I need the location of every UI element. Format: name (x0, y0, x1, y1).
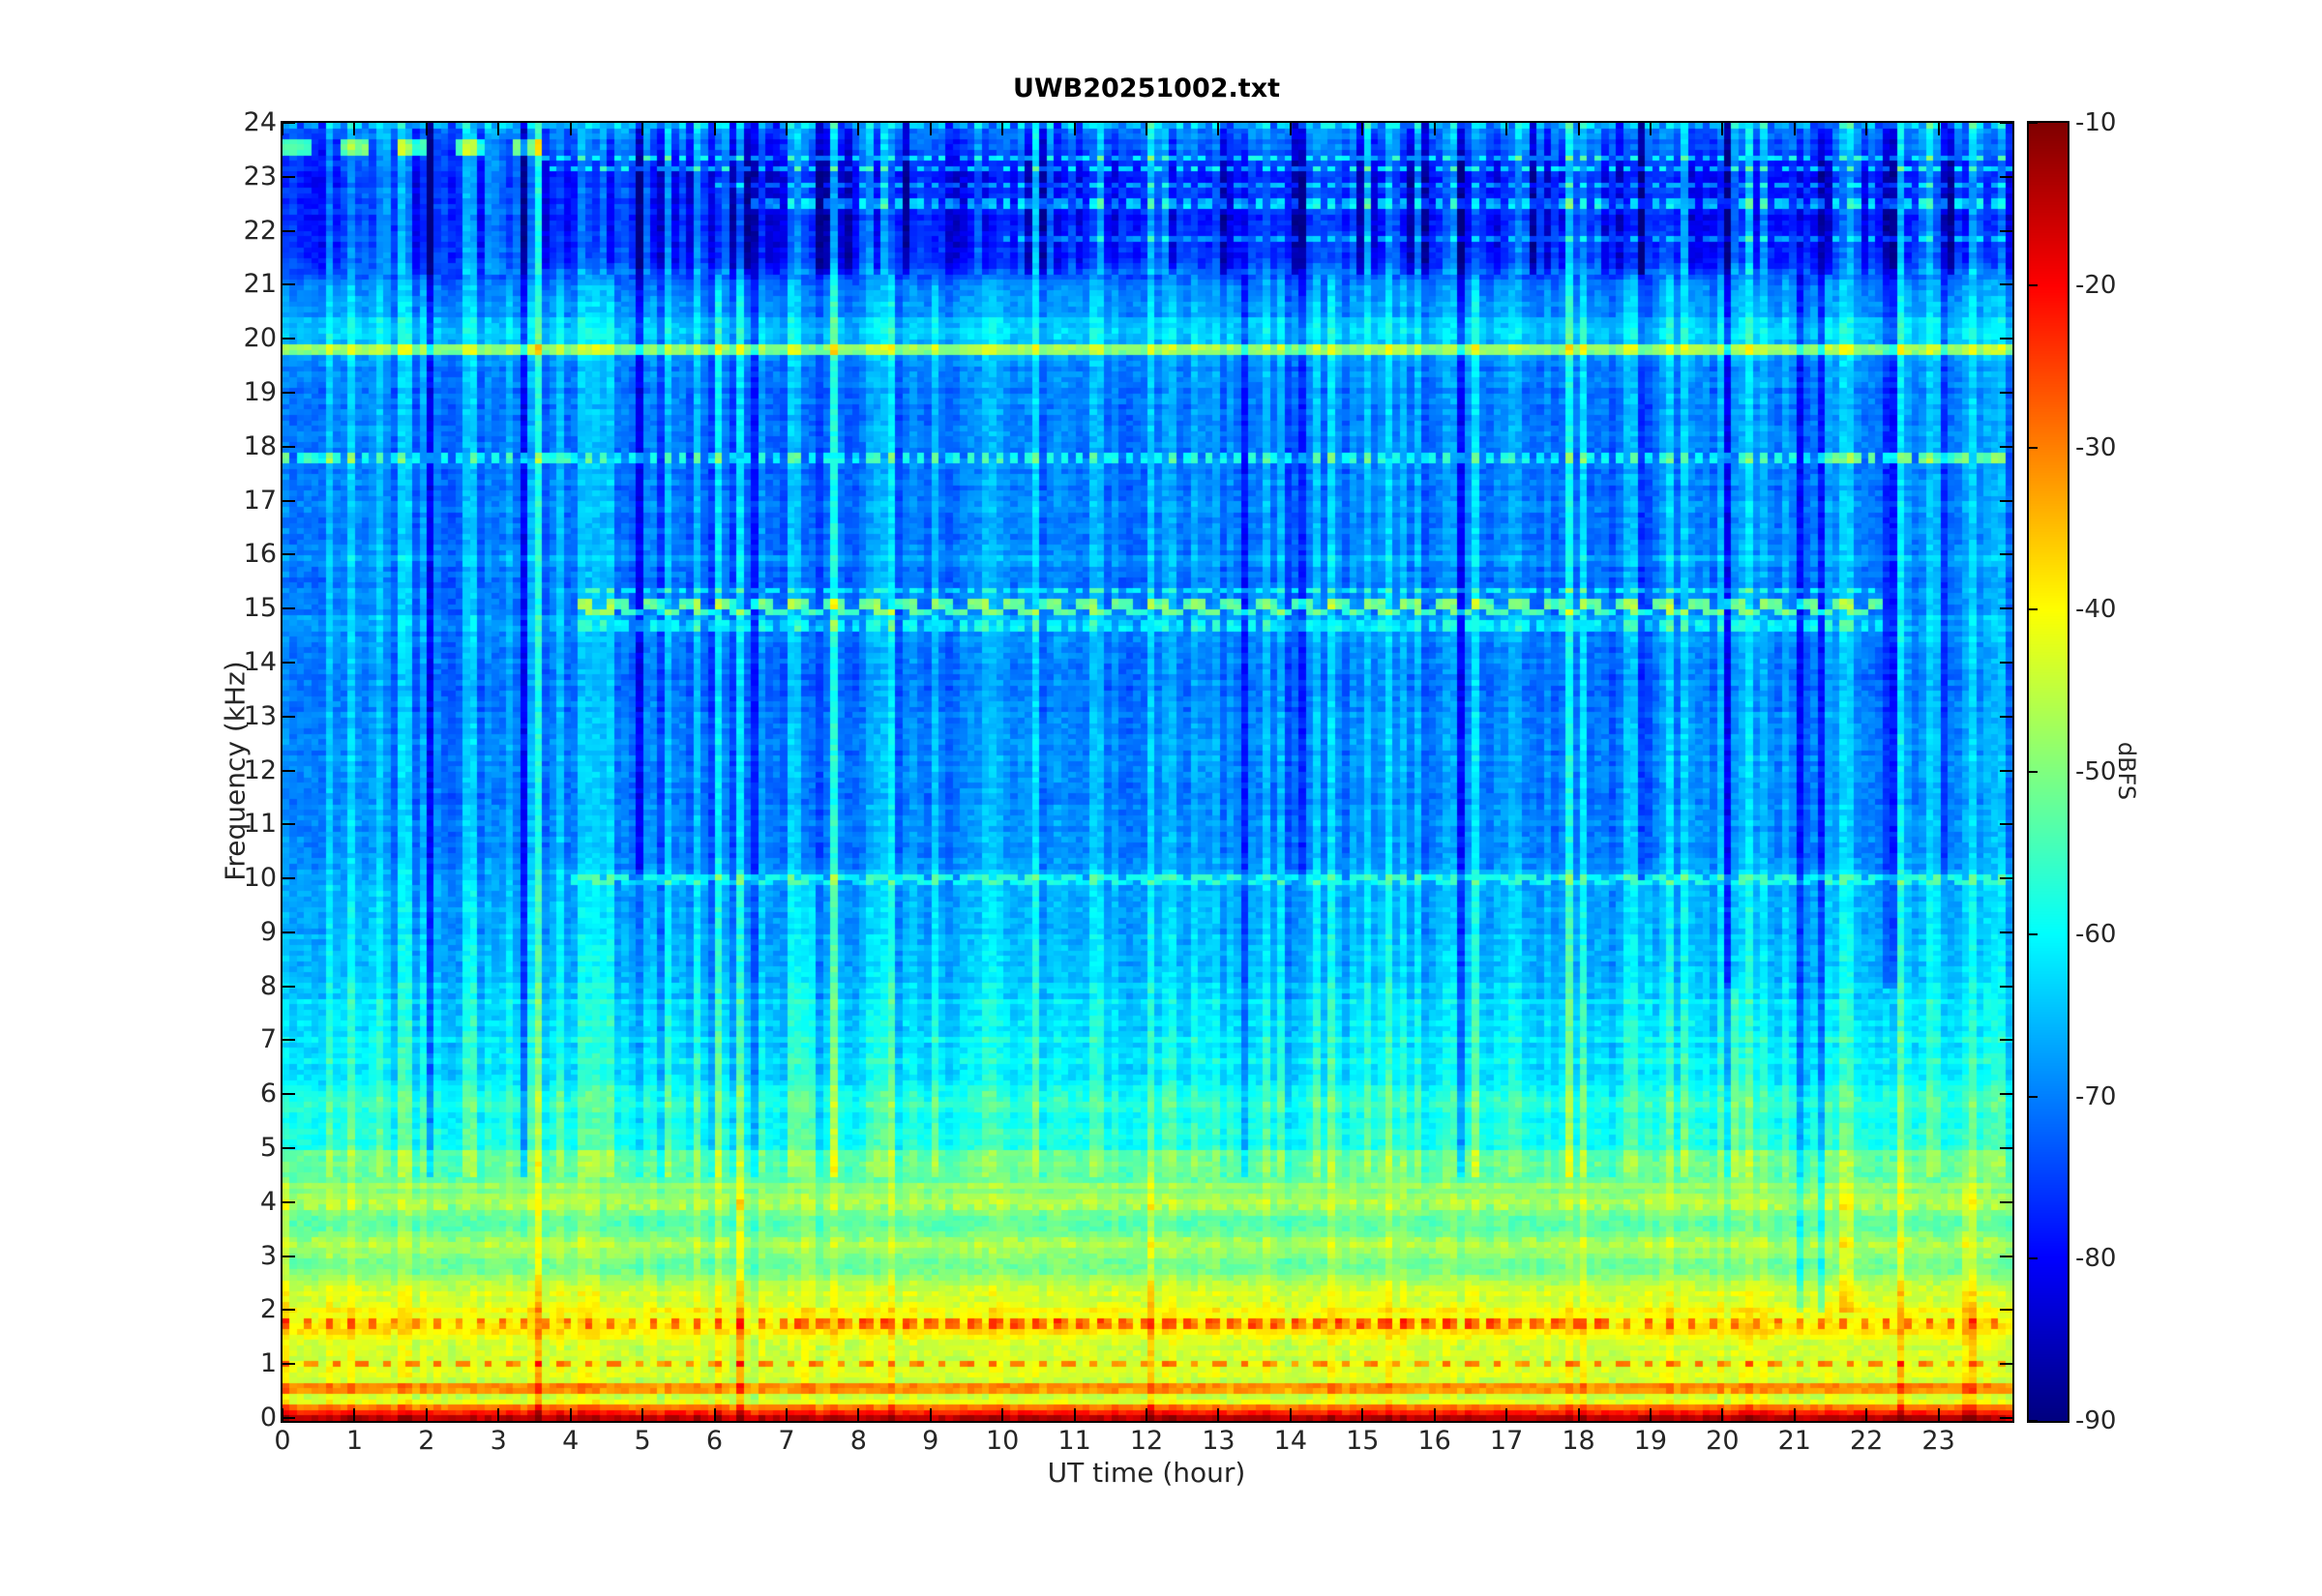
x-tick-label: 23 (1921, 1426, 1955, 1456)
x-tick-label: 12 (1129, 1426, 1164, 1456)
y-tick-label: 15 (243, 593, 277, 624)
x-tick-label: 1 (345, 1426, 363, 1456)
y-tick-label: 19 (243, 376, 277, 407)
colorbar-tick-mark (2029, 932, 2038, 935)
colorbar-tick-label: -10 (2075, 108, 2117, 137)
colorbar-tick-mark (2029, 1095, 2038, 1098)
x-tick-label: 19 (1633, 1426, 1668, 1456)
y-tick-label: 2 (259, 1294, 277, 1325)
y-tick-label: 21 (243, 269, 277, 300)
y-tick-label: 18 (243, 430, 277, 461)
x-tick-label: 4 (562, 1426, 580, 1456)
y-tick-label: 8 (259, 970, 277, 1001)
x-tick-label: 6 (705, 1426, 724, 1456)
colorbar-tick-mark (2029, 608, 2038, 611)
chart-title: UWB20251002.txt (1012, 74, 1281, 103)
colorbar-tick-mark (2029, 283, 2038, 286)
colorbar-tick-mark (2029, 446, 2038, 449)
y-tick-label: 22 (243, 215, 277, 246)
x-tick-label: 15 (1346, 1426, 1380, 1456)
colorbar (2027, 121, 2069, 1423)
y-tick-label: 5 (259, 1133, 277, 1164)
colorbar-tick-label: -30 (2075, 432, 2117, 462)
x-tick-label: 7 (778, 1426, 795, 1456)
x-tick-label: 20 (1706, 1426, 1740, 1456)
y-tick-label: 12 (243, 754, 277, 785)
colorbar-tick-mark (2029, 1420, 2038, 1422)
plot-area (281, 121, 2014, 1423)
y-tick-label: 4 (259, 1186, 277, 1217)
y-tick-label: 13 (243, 700, 277, 731)
x-tick-label: 22 (1849, 1426, 1884, 1456)
colorbar-tick-mark (2029, 122, 2038, 124)
y-tick-label: 10 (243, 863, 277, 894)
colorbar-tick-label: -90 (2075, 1406, 2117, 1435)
y-tick-label: 14 (243, 646, 277, 677)
colorbar-axis-label: dBFS (2113, 741, 2140, 801)
x-tick-label: 3 (490, 1426, 507, 1456)
x-tick-label: 10 (985, 1426, 1020, 1456)
x-tick-label: 8 (849, 1426, 867, 1456)
y-tick-label: 6 (259, 1079, 277, 1109)
x-tick-label: 16 (1417, 1426, 1451, 1456)
colorbar-tick-mark (2029, 1257, 2038, 1260)
x-axis-label: UT time (hour) (1047, 1457, 1246, 1489)
y-tick-label: 11 (243, 809, 277, 840)
y-tick-label: 24 (243, 107, 277, 137)
y-tick-label: 3 (259, 1240, 277, 1271)
x-tick-label: 18 (1562, 1426, 1595, 1456)
spectrogram-canvas (283, 123, 2012, 1421)
y-tick-label: 0 (259, 1403, 277, 1433)
x-tick-label: 0 (274, 1426, 291, 1456)
x-tick-label: 21 (1777, 1426, 1811, 1456)
x-tick-label: 13 (1202, 1426, 1235, 1456)
colorbar-tick-mark (2029, 771, 2038, 773)
x-tick-label: 9 (922, 1426, 939, 1456)
colorbar-tick-label: -40 (2075, 595, 2117, 625)
y-tick-label: 20 (243, 323, 277, 354)
x-tick-label: 5 (634, 1426, 651, 1456)
y-tick-label: 17 (243, 485, 277, 516)
y-tick-label: 7 (259, 1024, 277, 1055)
x-tick-label: 14 (1273, 1426, 1307, 1456)
y-tick-label: 16 (243, 539, 277, 570)
colorbar-tick-label: -60 (2075, 919, 2117, 949)
x-tick-label: 2 (418, 1426, 435, 1456)
colorbar-tick-label: -70 (2075, 1081, 2117, 1111)
colorbar-tick-label: -80 (2075, 1244, 2117, 1274)
y-tick-label: 9 (259, 916, 277, 947)
y-tick-label: 23 (243, 161, 277, 192)
colorbar-tick-label: -20 (2075, 270, 2117, 300)
x-tick-label: 11 (1057, 1426, 1091, 1456)
y-axis-label: Frequency (kHz) (219, 661, 252, 881)
y-tick-label: 1 (259, 1348, 277, 1379)
x-tick-label: 17 (1489, 1426, 1524, 1456)
colorbar-tick-label: -50 (2075, 757, 2117, 786)
